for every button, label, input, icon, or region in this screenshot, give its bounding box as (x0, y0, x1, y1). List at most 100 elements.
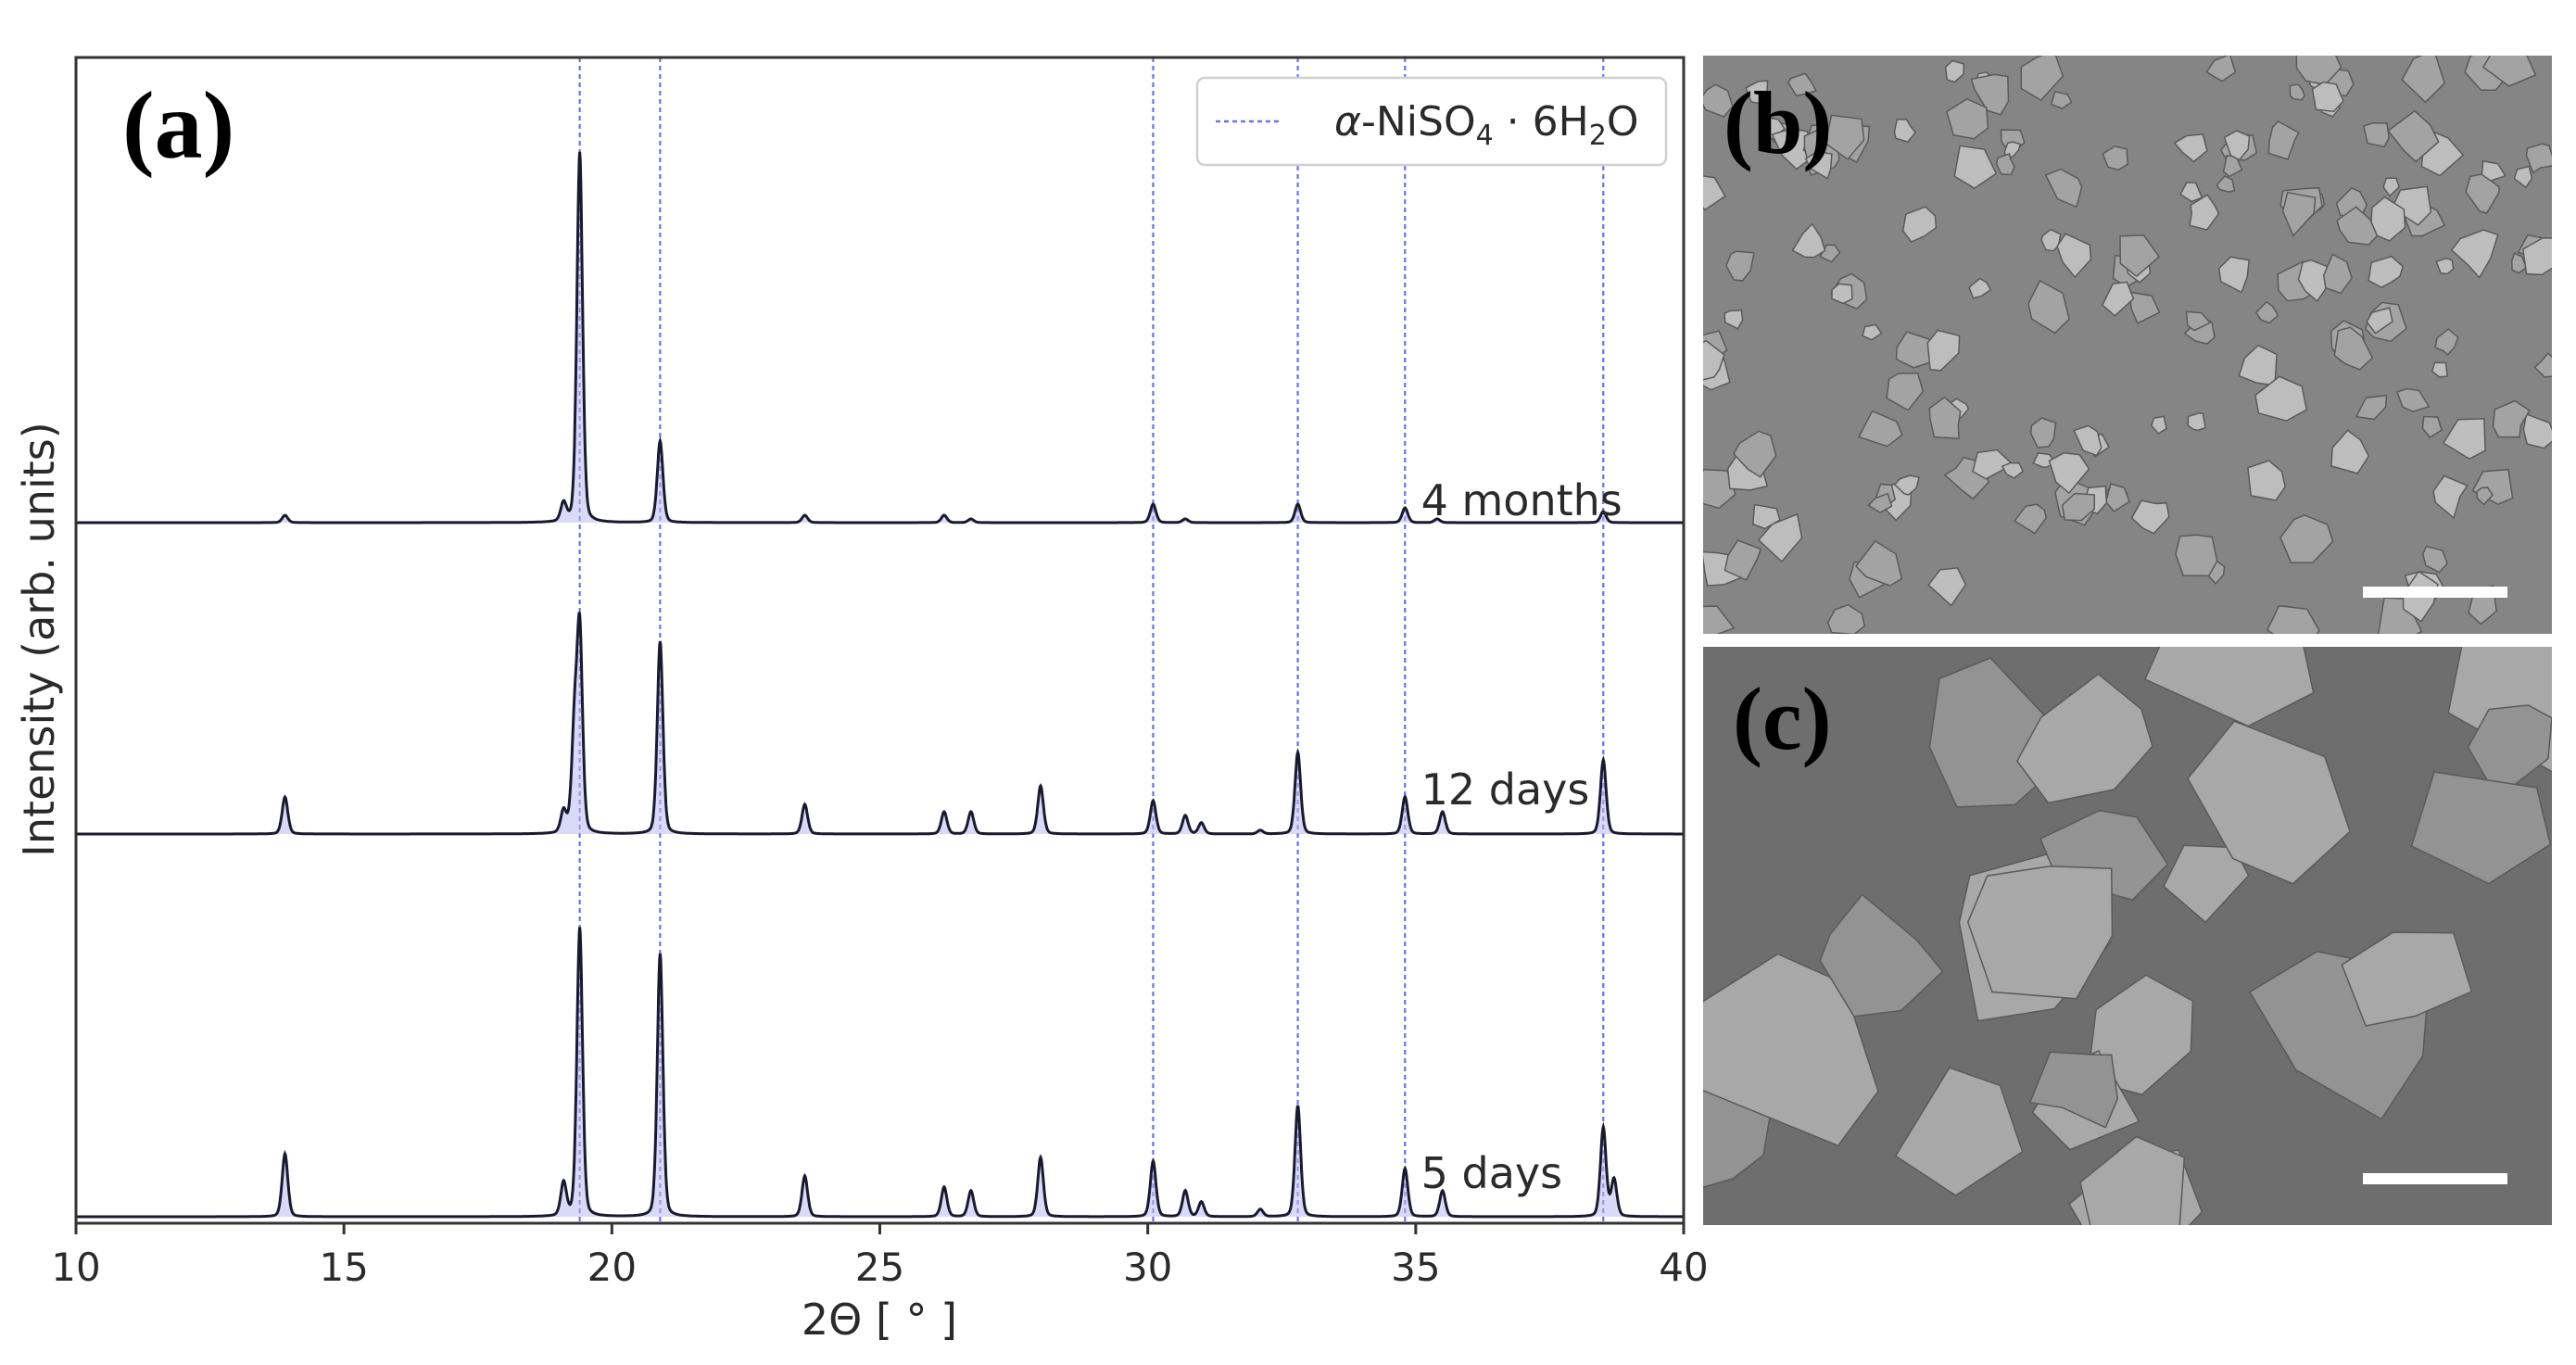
series-label-0: 4 months (1421, 475, 1623, 525)
sem-particle (1791, 222, 1826, 259)
series-fill-0 (76, 151, 1684, 524)
sem-particle (2492, 399, 2531, 438)
series-label-1: 12 days (1421, 765, 1590, 815)
panel-label-b: (b) (1724, 73, 1832, 172)
sem-particle (2175, 534, 2218, 577)
sem-particle (1966, 865, 2114, 1000)
sem-particle (2387, 109, 2440, 163)
sem-particle (2410, 771, 2552, 885)
sem-particle (2421, 415, 2443, 438)
sem-particle (2450, 229, 2499, 279)
sem-particle (1894, 1067, 2024, 1196)
sem-particle (1862, 323, 1883, 341)
x-tick-label: 35 (1391, 1245, 1440, 1290)
sem-particle (2016, 673, 2153, 804)
sem-particle (2266, 604, 2320, 634)
sem-particle (2101, 281, 2135, 317)
sem-particle (2254, 375, 2308, 422)
sem-particle (2522, 412, 2552, 449)
panel-label-a: (a) (122, 72, 234, 179)
sem-particle (1703, 175, 1726, 211)
sem-particle (2481, 56, 2537, 87)
sem-particle (1953, 145, 1998, 190)
sem-particle (1724, 539, 1762, 581)
sem-particle (2521, 236, 2552, 276)
sem-particle (2050, 91, 2073, 109)
legend-label: α-NiSO4 · 6H2O (1334, 98, 1638, 152)
sem-particle (1970, 73, 2010, 116)
sem-particle (1724, 309, 1744, 330)
sem-particle (2040, 228, 2062, 252)
sem-particle (2341, 931, 2473, 1027)
sem-particle (1854, 539, 1903, 587)
sem-particle (1703, 339, 1725, 381)
sem-particle (2311, 81, 2344, 112)
sem-particle (2281, 191, 2317, 237)
series-labels: 4 months 12 days 5 days (1421, 475, 1623, 1198)
sem-particle (1804, 151, 1833, 180)
sem-particle (2027, 279, 2070, 335)
sem-particle (2510, 252, 2528, 274)
sem-particle (2205, 56, 2237, 82)
sem-particle (2001, 461, 2025, 479)
sem-particle (2029, 417, 2057, 449)
legend-box (1195, 76, 1668, 167)
scale-bar-c (2363, 1173, 2507, 1184)
sem-particle (1703, 469, 1736, 510)
series-line-1 (76, 612, 1684, 836)
series-line-2 (76, 927, 1684, 1219)
sem-particle (2368, 255, 2404, 289)
panel-label-c: (c) (1733, 669, 1832, 768)
sem-particle (2422, 545, 2448, 574)
sem-particle (2336, 206, 2379, 246)
sem-particle (2048, 451, 2090, 495)
sem-particle (1901, 206, 1938, 243)
x-tick-label: 40 (1659, 1245, 1708, 1290)
sem-particle (2396, 387, 2431, 412)
sem-particle (1893, 474, 1921, 496)
sem-particles-b (1703, 56, 2552, 634)
sem-particle (2481, 159, 2507, 182)
y-axis-label: Intensity (arb. units) (14, 422, 64, 856)
sem-particle (2014, 503, 2048, 535)
sem-particle (1819, 893, 1944, 1017)
sem-particle (1927, 567, 1967, 607)
sem-particle (1825, 114, 1865, 160)
sem-particle (2028, 1051, 2119, 1129)
sem-particle (2143, 647, 2315, 727)
legend: α-NiSO4 · 6H2O (1195, 76, 1668, 167)
sem-particle (1867, 492, 1893, 514)
sem-particle (1995, 153, 2015, 176)
sem-particle (2355, 394, 2388, 421)
x-tick-label: 15 (319, 1245, 368, 1290)
sem-particles-c (1703, 647, 2552, 1225)
x-axis-label: 2Θ [ ° ] (802, 1295, 957, 1345)
sem-particle (2056, 233, 2092, 279)
plot-frame (74, 56, 1686, 1225)
sem-particle (1857, 410, 1903, 448)
sem-particle (2366, 307, 2393, 335)
sem-particle (2279, 514, 2334, 563)
sem-particle (1831, 283, 1853, 305)
sem-particle (1703, 83, 1734, 118)
sem-particle (2185, 310, 2212, 332)
sem-particle (2465, 172, 2500, 214)
sem-particle (2369, 196, 2406, 242)
sem-particle (1745, 80, 1769, 105)
sem-particle (1926, 329, 1961, 372)
sem-particle (2333, 326, 2374, 371)
sem-particle (2119, 234, 2161, 278)
scale-bar-b (2363, 587, 2507, 598)
sem-particle (2289, 83, 2305, 101)
sem-particle (2533, 352, 2552, 378)
sem-particle (2525, 143, 2552, 174)
sem-image-c: (c) (1703, 647, 2552, 1225)
sem-particle (2432, 474, 2469, 520)
sem-particle (2431, 361, 2449, 378)
sem-particle (2476, 487, 2494, 506)
sem-particle (2363, 121, 2390, 148)
sem-particle (2044, 168, 2083, 209)
sem-particle (1928, 396, 1962, 439)
sem-image-b: (b) (1703, 56, 2552, 634)
